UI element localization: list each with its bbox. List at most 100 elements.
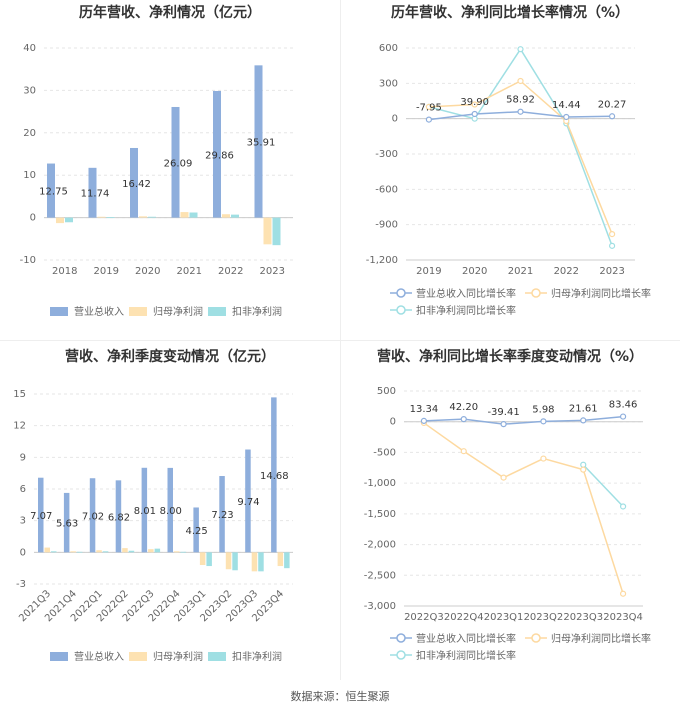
- data-label: 4.25: [186, 526, 208, 537]
- bar-net-profit: [222, 214, 230, 218]
- data-point: [500, 421, 507, 428]
- bar-net-profit: [148, 549, 154, 553]
- legend-label: 归母净利润同比增长率: [551, 632, 651, 645]
- x-tick-label: 2023Q2: [524, 612, 564, 623]
- y-tick-label: -1,500: [364, 509, 396, 520]
- data-point: [460, 416, 467, 423]
- bar-deducted-profit: [206, 552, 212, 567]
- x-tick-label: 2021: [508, 266, 533, 277]
- bar-revenue: [141, 467, 148, 553]
- data-point: [619, 590, 627, 597]
- x-tick-label: 2020: [462, 266, 487, 277]
- data-label: 5.63: [56, 519, 78, 530]
- legend-label: 营业总收入: [74, 305, 124, 318]
- legend-swatch-marker: [531, 633, 541, 643]
- y-tick-label: -600: [375, 184, 398, 195]
- y-tick-label: 600: [379, 43, 398, 54]
- y-tick-label: -500: [373, 447, 396, 458]
- annual-revenue-profit-panel: 历年营收、净利情况（亿元） -10 0 10 20 30 40 2018 2019 2020 20…: [0, 0, 340, 340]
- legend-label: 营业总收入同比增长率: [416, 632, 516, 645]
- data-label: 39.90: [460, 97, 489, 108]
- quarterly-growth-chart: 营收、净利同比增长率季度变动情况（%） -3,000 -2,500 -2,000 -1…: [364, 348, 651, 662]
- data-point: [609, 113, 616, 120]
- x-tick-label: 2019: [94, 266, 119, 277]
- data-label: 7.02: [82, 511, 104, 522]
- data-point: [580, 417, 587, 424]
- data-point: [580, 466, 587, 473]
- bar-deducted-profit: [232, 552, 238, 571]
- data-point: [517, 108, 524, 115]
- legend-swatch: [208, 307, 226, 316]
- chart-title: 营收、净利季度变动情况（亿元）: [65, 348, 275, 365]
- x-tick-label: 2021: [177, 266, 202, 277]
- y-tick-label: -1,200: [366, 255, 398, 266]
- bar-deducted-profit: [272, 217, 281, 246]
- y-tick-label: 0: [30, 213, 36, 224]
- bar-deducted-profit: [284, 552, 290, 569]
- bar-net-profit: [174, 551, 180, 553]
- series-line-1: [423, 422, 624, 594]
- data-point: [500, 474, 507, 481]
- bar-deducted-profit: [51, 551, 57, 553]
- data-label: 21.61: [569, 403, 598, 414]
- chart-title: 历年营收、净利同比增长率情况（%）: [391, 4, 629, 21]
- bar-net-profit: [122, 548, 128, 553]
- data-label: 8.00: [160, 506, 182, 517]
- x-tick-label: 2023Q4: [603, 612, 643, 623]
- legend-label: 营业总收入: [74, 650, 124, 663]
- data-label: 12.75: [39, 187, 68, 198]
- data-label: 20.27: [598, 99, 627, 110]
- y-tick-label: -3: [16, 579, 26, 590]
- y-tick-label: -900: [375, 220, 398, 231]
- legend-label: 营业总收入同比增长率: [416, 287, 516, 300]
- data-label: 14.44: [552, 100, 581, 111]
- data-source-note: 数据来源：恒生聚源: [290, 690, 390, 703]
- data-point: [460, 448, 467, 455]
- x-tick-label: 2022Q4: [444, 612, 484, 623]
- bar-net-profit: [277, 552, 284, 567]
- data-label: 16.42: [122, 179, 151, 190]
- data-label: 58.92: [506, 95, 535, 106]
- bar-revenue: [167, 467, 173, 553]
- bar-net-profit: [96, 550, 102, 553]
- legend-swatch: [50, 307, 68, 316]
- data-label: 8.01: [134, 506, 156, 517]
- bar-deducted-profit: [231, 214, 239, 218]
- quarterly-growth-panel: 营收、净利同比增长率季度变动情况（%） -3,000 -2,500 -2,000 -1…: [340, 340, 680, 680]
- bar-revenue: [115, 480, 122, 553]
- bar-revenue: [193, 507, 199, 553]
- x-tick-label: 2020: [135, 266, 160, 277]
- legend-swatch-marker: [396, 288, 406, 298]
- data-label: 13.34: [410, 404, 439, 415]
- legend-label: 归母净利润: [153, 650, 203, 663]
- annual-growth-chart: 历年营收、净利同比增长率情况（%） -1,200 -900 -600 -300 0 300…: [366, 4, 651, 317]
- legend-swatch: [208, 652, 226, 661]
- y-tick-label: 15: [13, 389, 26, 400]
- y-tick-label: 40: [23, 43, 36, 54]
- annual-growth-panel: 历年营收、净利同比增长率情况（%） -1,200 -900 -600 -300 0 300…: [340, 0, 680, 340]
- data-label: 7.23: [211, 510, 233, 521]
- x-tick-label: 2023Q1: [484, 612, 524, 623]
- bar-net-profit: [251, 552, 258, 572]
- y-tick-label: -3,000: [364, 601, 396, 612]
- bar-deducted-profit: [180, 551, 186, 553]
- data-point: [609, 242, 616, 249]
- bar-net-profit: [199, 552, 206, 565]
- data-label: 11.74: [81, 189, 110, 200]
- y-tick-label: 30: [23, 85, 36, 96]
- y-tick-label: 0: [20, 547, 26, 558]
- x-tick-label: 2023Q3: [563, 612, 603, 623]
- x-tick-label: 2023: [260, 266, 285, 277]
- legend-swatch-marker: [396, 305, 406, 315]
- y-tick-label: -1,000: [364, 478, 396, 489]
- data-point: [563, 113, 570, 121]
- data-label: 42.20: [449, 402, 478, 413]
- y-tick-label: 20: [23, 128, 36, 139]
- y-tick-label: 12: [13, 421, 26, 432]
- data-point: [517, 46, 524, 53]
- data-point: [540, 418, 547, 425]
- bar-revenue: [88, 167, 97, 218]
- bar-revenue: [245, 449, 251, 553]
- data-label: 5.98: [532, 404, 554, 415]
- data-point: [619, 503, 627, 510]
